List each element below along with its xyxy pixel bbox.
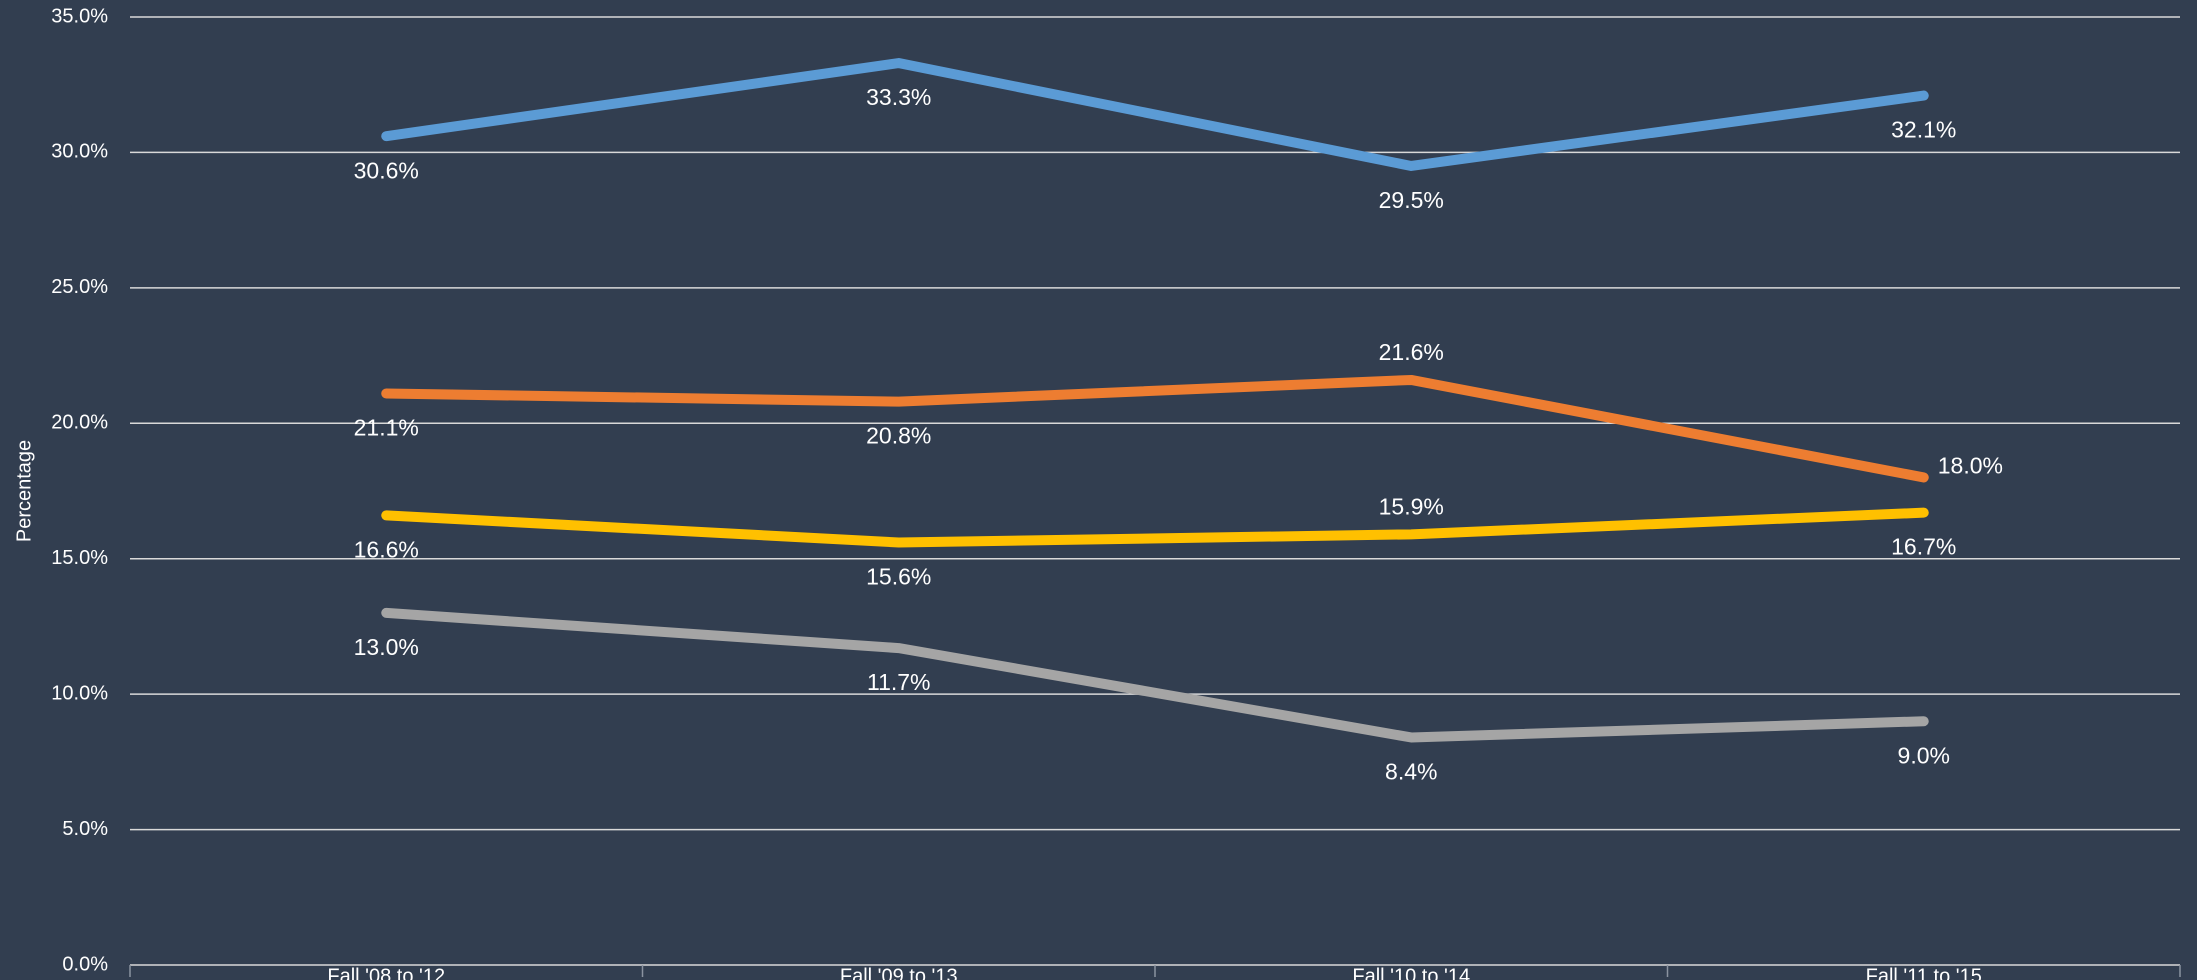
y-tick-label: 30.0% xyxy=(51,141,108,163)
y-tick-label: 15.0% xyxy=(51,547,108,569)
data-label: 33.3% xyxy=(866,84,931,110)
data-label: 30.6% xyxy=(354,157,419,183)
series-line xyxy=(381,607,1929,743)
data-label: 18.0% xyxy=(1938,453,2003,479)
data-label: 21.1% xyxy=(354,415,419,441)
x-tick-label: Fall '10 to '14 xyxy=(1352,965,1470,980)
data-label: 8.4% xyxy=(1385,759,1437,785)
x-tick-label: Fall '09 to '13 xyxy=(840,965,958,980)
data-label: 21.6% xyxy=(1379,339,1444,365)
y-tick-label: 10.0% xyxy=(51,682,108,704)
x-tick-label: Fall '11 to '15 xyxy=(1866,965,1982,980)
series-line xyxy=(381,58,1929,171)
data-label: 20.8% xyxy=(866,423,931,449)
data-label: 15.9% xyxy=(1379,493,1444,519)
y-tick-label: 35.0% xyxy=(51,5,108,27)
x-tick-label: Fall '08 to '12 xyxy=(327,965,445,980)
data-label: 15.6% xyxy=(866,564,931,590)
data-label: 9.0% xyxy=(1898,742,1950,768)
data-label: 29.5% xyxy=(1379,187,1444,213)
data-label: 16.7% xyxy=(1891,534,1956,560)
data-label: 13.0% xyxy=(354,634,419,660)
series-line xyxy=(381,507,1929,548)
data-label: 16.6% xyxy=(354,536,419,562)
y-tick-label: 25.0% xyxy=(51,276,108,298)
y-tick-label: 20.0% xyxy=(51,412,108,434)
data-label: 11.7% xyxy=(867,669,931,695)
y-axis-title: Percentage xyxy=(13,440,35,542)
data-label: 32.1% xyxy=(1891,117,1956,143)
y-tick-label: 0.0% xyxy=(62,953,108,975)
y-tick-label: 5.0% xyxy=(62,818,108,840)
series-line xyxy=(381,374,1929,483)
